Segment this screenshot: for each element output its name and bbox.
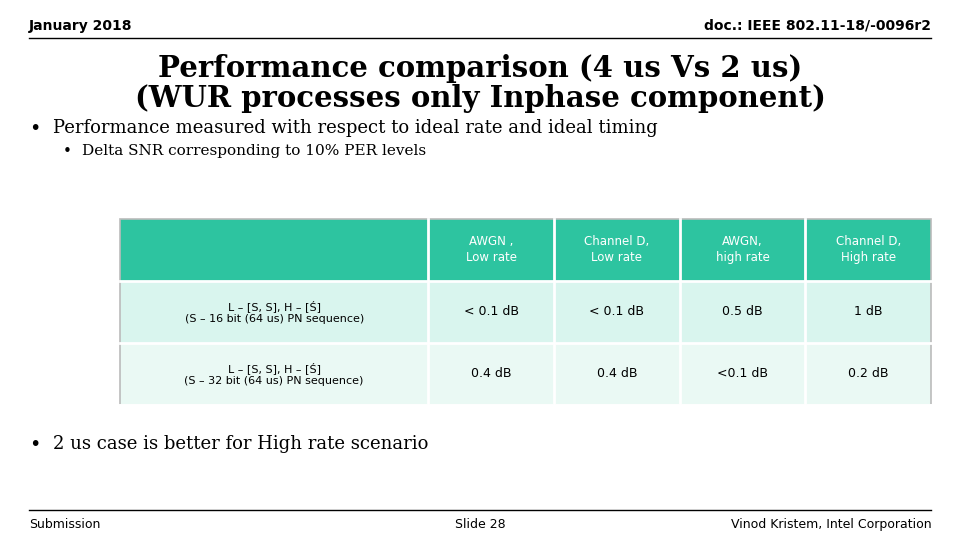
Text: January 2018: January 2018 bbox=[29, 19, 132, 33]
Bar bbox=[428, 343, 554, 405]
Text: 2 us case is better for High rate scenario: 2 us case is better for High rate scenar… bbox=[53, 435, 428, 453]
Text: •: • bbox=[29, 435, 40, 454]
Text: AWGN ,
Low rate: AWGN , Low rate bbox=[466, 235, 516, 264]
Text: doc.: IEEE 802.11-18/-0096r2: doc.: IEEE 802.11-18/-0096r2 bbox=[705, 19, 931, 33]
Bar bbox=[805, 281, 931, 343]
Bar bbox=[554, 281, 680, 343]
Bar bbox=[680, 281, 805, 343]
Text: <0.1 dB: <0.1 dB bbox=[717, 367, 768, 381]
Text: •: • bbox=[62, 144, 71, 159]
Text: Submission: Submission bbox=[29, 518, 100, 531]
Text: AWGN,
high rate: AWGN, high rate bbox=[715, 235, 770, 264]
Bar bbox=[554, 343, 680, 405]
Text: Performance measured with respect to ideal rate and ideal timing: Performance measured with respect to ide… bbox=[53, 119, 658, 137]
Text: 0.4 dB: 0.4 dB bbox=[470, 367, 512, 381]
Text: Channel D,
High rate: Channel D, High rate bbox=[836, 235, 900, 264]
Text: Slide 28: Slide 28 bbox=[455, 518, 505, 531]
Text: Delta SNR corresponding to 10% PER levels: Delta SNR corresponding to 10% PER level… bbox=[82, 144, 425, 158]
Text: L – [S, S], H – [Ś]
(S – 32 bit (64 us) PN sequence): L – [S, S], H – [Ś] (S – 32 bit (64 us) … bbox=[184, 362, 364, 386]
Text: 0.2 dB: 0.2 dB bbox=[848, 367, 889, 381]
Text: L – [S, S], H – [Ś]
(S – 16 bit (64 us) PN sequence): L – [S, S], H – [Ś] (S – 16 bit (64 us) … bbox=[184, 300, 364, 324]
Text: •: • bbox=[29, 119, 40, 138]
Text: 0.4 dB: 0.4 dB bbox=[596, 367, 637, 381]
Bar bbox=[805, 343, 931, 405]
Bar bbox=[120, 343, 428, 405]
Text: 1 dB: 1 dB bbox=[854, 305, 882, 319]
Bar bbox=[120, 281, 428, 343]
Text: < 0.1 dB: < 0.1 dB bbox=[464, 305, 518, 319]
Bar bbox=[428, 281, 554, 343]
Text: (WUR processes only Inphase component): (WUR processes only Inphase component) bbox=[134, 84, 826, 113]
Text: 0.5 dB: 0.5 dB bbox=[722, 305, 763, 319]
Bar bbox=[120, 219, 931, 281]
Bar bbox=[680, 343, 805, 405]
Text: Channel D,
Low rate: Channel D, Low rate bbox=[585, 235, 650, 264]
Text: Vinod Kristem, Intel Corporation: Vinod Kristem, Intel Corporation bbox=[731, 518, 931, 531]
Text: < 0.1 dB: < 0.1 dB bbox=[589, 305, 644, 319]
Text: Performance comparison (4 us Vs 2 us): Performance comparison (4 us Vs 2 us) bbox=[157, 54, 803, 83]
Bar bbox=[120, 219, 931, 405]
